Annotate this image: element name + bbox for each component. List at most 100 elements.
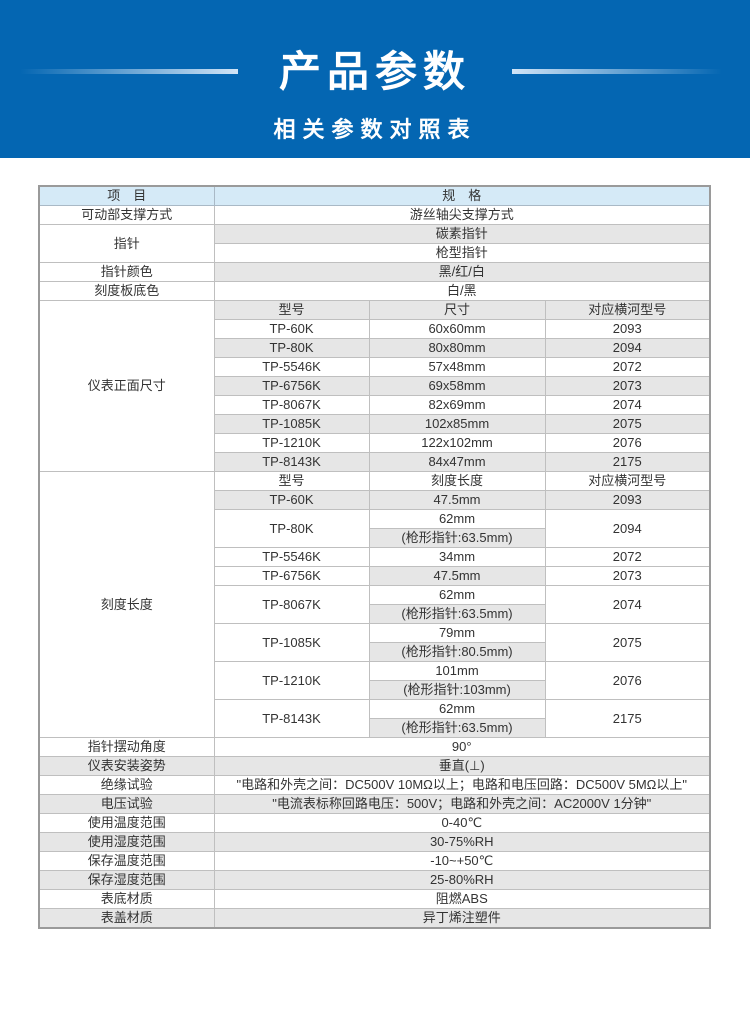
table-row: 刻度长度 型号 刻度长度 对应横河型号: [38, 471, 711, 738]
table-cell: TP-8143K: [213, 699, 370, 738]
row-label: 仪表安装姿势: [38, 756, 215, 776]
table-cell: 2072: [544, 357, 711, 377]
table-cell: 黑/红/白: [213, 262, 711, 282]
table-cell: 阻燃ABS: [213, 889, 711, 909]
table-cell: 62mm: [368, 585, 546, 605]
table-cell: TP-6756K: [213, 376, 370, 396]
spec-table: 项 目规 格可动部支撑方式 游丝轴尖支撑方式 指针 碳素指针 枪型指针 指针颜色 黑/红/白…: [38, 185, 712, 929]
table-row: 保存温度范围 -10~+50℃: [38, 851, 711, 871]
row-label: 指针摆动角度: [38, 737, 215, 757]
table-row: 项 目规 格: [38, 185, 711, 206]
table-cell: 2074: [544, 585, 711, 624]
table-cell: 69x58mm: [368, 376, 546, 396]
table-row: 绝缘试验 "电路和外壳之间：DC500V 10MΩ以上；电路和电压回路：DC500…: [38, 775, 711, 795]
table-cell: 122x102mm: [368, 433, 546, 453]
table-cell: TP-1210K: [213, 433, 370, 453]
table-row: TP-5546K 57x48mm 2072: [39, 357, 711, 377]
table-cell: 2175: [544, 452, 711, 472]
table-row: TP-1210K 122x102mm 2076: [39, 433, 711, 453]
table-row: 保存湿度范围 25-80%RH: [38, 870, 711, 890]
table-cell: 2094: [544, 338, 711, 358]
table-cell: "电流表标称回路电压：500V；电路和外壳之间：AC2000V 1分钟": [213, 794, 711, 814]
table-cell: 2072: [544, 547, 711, 567]
row-label: 使用温度范围: [38, 813, 215, 833]
table-cell: 2175: [544, 699, 711, 738]
table-cell: 2075: [544, 414, 711, 434]
table-cell: TP-1085K: [213, 623, 370, 662]
table-cell: TP-1210K: [213, 661, 370, 700]
table-cell: TP-8143K: [213, 452, 370, 472]
table-cell: 0-40℃: [213, 813, 711, 833]
table-row: (枪形指针:63.5mm): [39, 604, 710, 624]
page-title: 产品参数: [278, 47, 471, 96]
table-cell: (枪形指针:63.5mm): [368, 528, 546, 548]
table-row: (枪形指针:63.5mm): [39, 528, 710, 548]
table-cell: TP-60K: [213, 490, 370, 510]
decorative-line-left: [20, 69, 238, 74]
decorative-line-right: [512, 69, 722, 74]
column-header: 对应横河型号: [544, 300, 711, 320]
row-label: 使用湿度范围: [38, 832, 215, 852]
table-row: (枪形指针:63.5mm): [39, 718, 710, 738]
row-label: 保存湿度范围: [38, 870, 215, 890]
row-label: 刻度长度: [38, 471, 215, 738]
table-cell: TP-1085K: [213, 414, 370, 434]
header-spec: 规 格: [213, 185, 711, 206]
table-cell: 90°: [213, 737, 711, 757]
table-row: 仪表安装姿势 垂直(⊥): [38, 756, 711, 776]
row-label: 绝缘试验: [38, 775, 215, 795]
table-row: 表盖材质 异丁烯注塑件: [38, 908, 711, 929]
table-cell: (枪形指针:103mm): [368, 680, 546, 700]
column-header: 刻度长度: [368, 471, 546, 491]
table-cell: 枪型指针: [213, 243, 711, 263]
table-cell: 白/黑: [213, 281, 711, 301]
table-cell: 84x47mm: [368, 452, 546, 472]
table-row: 表底材质 阻燃ABS: [38, 889, 711, 909]
table-cell: 2076: [544, 433, 711, 453]
table-row: TP-6756K 47.5mm 2073: [39, 566, 711, 586]
column-header: 对应横河型号: [544, 471, 711, 491]
table-cell: 2076: [544, 661, 711, 700]
table-row: 刻度板底色 白/黑: [38, 281, 711, 301]
table-row: TP-1210K 101mm 2076: [39, 661, 711, 700]
table-row: TP-60K 47.5mm 2093: [39, 490, 711, 510]
table-row: 指针摆动角度 90°: [38, 737, 711, 757]
header-banner: 产品参数 相关参数对照表: [0, 0, 750, 158]
table-cell: 碳素指针: [213, 224, 711, 244]
table-cell: 2073: [544, 376, 711, 396]
table-cell: "电路和外壳之间：DC500V 10MΩ以上；电路和电压回路：DC500V 5M…: [213, 775, 711, 795]
table-cell: 2075: [544, 623, 711, 662]
row-label: 刻度板底色: [38, 281, 215, 301]
table-cell: (枪形指针:63.5mm): [368, 718, 546, 738]
column-header: 尺寸: [368, 300, 546, 320]
table-cell: TP-8067K: [213, 395, 370, 415]
table-row: 仪表正面尺寸 型号 尺寸 对应横河型号: [38, 300, 711, 472]
table-cell: TP-5546K: [213, 547, 370, 567]
header-item: 项 目: [38, 185, 215, 206]
table-cell: 102x85mm: [368, 414, 546, 434]
column-header: 型号: [213, 300, 370, 320]
table-row: TP-80K 62mm 2094: [39, 509, 711, 548]
table-cell: 25-80%RH: [213, 870, 711, 890]
table-cell: (枪形指针:80.5mm): [368, 642, 546, 662]
table-cell: TP-80K: [213, 509, 370, 548]
column-header: 型号: [213, 471, 370, 491]
table-cell: -10~+50℃: [213, 851, 711, 871]
table-cell: 异丁烯注塑件: [213, 908, 711, 929]
table-cell: 游丝轴尖支撑方式: [213, 205, 711, 225]
table-cell: 80x80mm: [368, 338, 546, 358]
table-cell: TP-80K: [213, 338, 370, 358]
row-label: 表底材质: [38, 889, 215, 909]
table-row: 使用湿度范围 30-75%RH: [38, 832, 711, 852]
table-cell: 34mm: [368, 547, 546, 567]
table-row: 指针颜色 黑/红/白: [38, 262, 711, 282]
table-cell: TP-8067K: [213, 585, 370, 624]
table-row: TP-8067K 62mm 2074: [39, 585, 711, 624]
row-label: 表盖材质: [38, 908, 215, 929]
table-row: 可动部支撑方式 游丝轴尖支撑方式: [38, 205, 711, 225]
table-cell: 垂直(⊥): [213, 756, 711, 776]
table-cell: 47.5mm: [368, 566, 546, 586]
row-label: 指针: [38, 224, 215, 263]
row-label: 可动部支撑方式: [38, 205, 215, 225]
page-subtitle: 相关参数对照表: [273, 118, 477, 143]
